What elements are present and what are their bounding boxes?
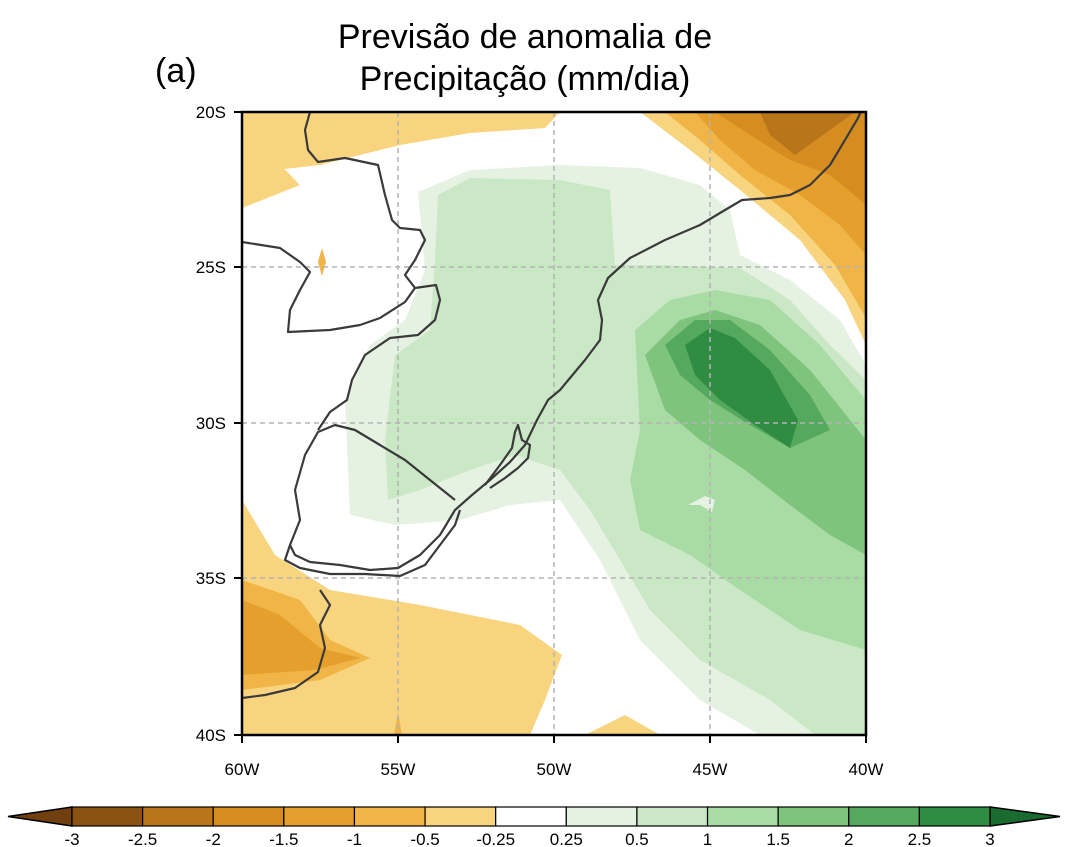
border-north <box>303 112 427 289</box>
lat-label-40: 40S <box>196 726 226 745</box>
colorbar-label-0: -3 <box>64 830 79 847</box>
lon-label-60: 60W <box>225 760 260 779</box>
title-line-1: Previsão de anomalia de <box>337 18 713 56</box>
dry-region-bottom-tiny <box>394 712 402 735</box>
colorbar-label-4: -1 <box>347 830 362 847</box>
wet-region-2-5 <box>685 328 798 448</box>
lat-label-30: 30S <box>196 414 226 433</box>
colorbar-bin-12 <box>918 806 991 827</box>
lon-label-55: 55W <box>381 760 416 779</box>
dry-region-left-patch <box>242 125 300 208</box>
colorbar-bin-9 <box>706 806 779 827</box>
colorbar-label-8: 0.5 <box>625 830 649 847</box>
colorbar-label-9: 1 <box>703 830 712 847</box>
argentina-coast <box>242 589 332 700</box>
colorbar-label-1: -2.5 <box>128 830 157 847</box>
colorbar-label-13: 3 <box>985 830 994 847</box>
colorbar-bin-5 <box>424 806 497 827</box>
colorbar-label-3: -1.5 <box>269 830 298 847</box>
colorbar-extend-low <box>7 806 73 827</box>
map-title: Previsão de anomalia de Precipitação (mm… <box>270 16 780 100</box>
colorbar-bin-11 <box>848 806 920 827</box>
dry-region-top-left-band <box>242 112 560 170</box>
colorbar-extend-high <box>989 806 1061 827</box>
lat-label-35: 35S <box>196 569 226 588</box>
uruguay-coast <box>283 509 462 578</box>
gridlines <box>242 112 866 735</box>
dry-region-sw-inner <box>242 600 360 675</box>
colorbar-bin-3 <box>283 806 356 827</box>
colorbar-bin-7 <box>565 806 638 827</box>
colorbar-bin-4 <box>353 806 426 827</box>
colorbar: -3 -2.5 -2 -1.5 -1 -0.5 -0.25 0.25 0.5 1 1.5 2 2.5 3 <box>7 806 1061 847</box>
colorbar-label-12: 2.5 <box>908 830 932 847</box>
colorbar-label-6: -0.25 <box>476 830 515 847</box>
colorbar-bin-0 <box>71 806 144 827</box>
colorbar-bin-1 <box>142 806 214 827</box>
dry-region-tiny-spot <box>318 248 326 276</box>
wet-region-spot <box>472 258 512 272</box>
colorbar-label-5: -0.5 <box>410 830 439 847</box>
dry-region-ne-peak <box>760 112 855 155</box>
lat-label-20: 20S <box>196 103 226 122</box>
colorbar-label-7: 0.25 <box>550 830 583 847</box>
colorbar-bin-10 <box>777 806 850 827</box>
dry-region-bottom-spot <box>585 715 660 735</box>
anomaly-field <box>242 112 866 735</box>
coastlines <box>242 112 862 700</box>
paraguay-border <box>242 240 442 431</box>
lon-axis: 60W 55W 50W 45W 40W <box>225 735 884 779</box>
brazil-coast <box>288 112 862 572</box>
lat-axis: 20S 25S 30S 35S 40S <box>196 103 242 745</box>
lagoa-dos-patos <box>484 423 532 489</box>
panel-label: (a) <box>155 52 197 90</box>
colorbar-label-2: -2 <box>206 830 221 847</box>
colorbar-label-11: 2 <box>844 830 853 847</box>
lon-label-40: 40W <box>849 760 884 779</box>
lon-label-45: 45W <box>693 760 728 779</box>
wet-region-white-spot <box>688 496 715 512</box>
lon-label-50: 50W <box>537 760 572 779</box>
colorbar-bin-8 <box>636 806 709 827</box>
lat-label-25: 25S <box>196 258 226 277</box>
dry-region-ne-core <box>715 112 866 205</box>
title-line-2: Precipitação (mm/dia) <box>359 60 691 98</box>
colorbar-label-10: 1.5 <box>766 830 790 847</box>
colorbar-bin-6 <box>495 806 567 827</box>
colorbar-bin-2 <box>212 806 285 827</box>
